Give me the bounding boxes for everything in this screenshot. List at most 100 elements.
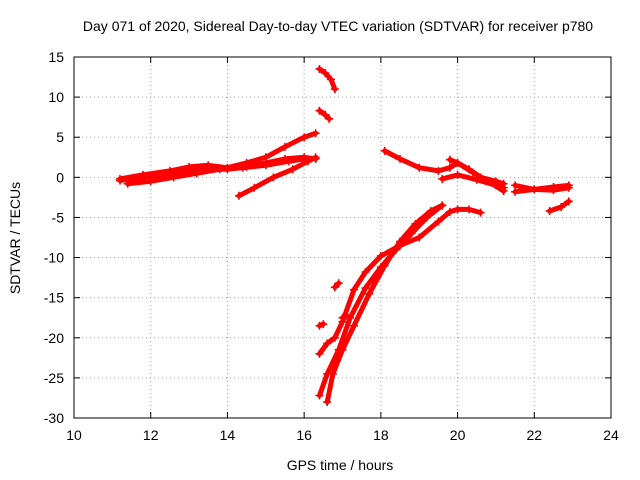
series-track-4: [234, 153, 320, 200]
data-point: [350, 285, 359, 294]
y-tick-label: -25: [44, 370, 64, 386]
data-point: [300, 133, 309, 142]
y-tick-label: -30: [44, 410, 64, 426]
data-point: [342, 311, 351, 320]
y-tick-label: 0: [56, 169, 64, 185]
x-tick-label: 16: [296, 427, 312, 443]
data-point: [445, 163, 454, 172]
data-point: [146, 177, 155, 186]
data-point: [445, 155, 454, 164]
x-tick-label: 12: [143, 427, 159, 443]
data-point: [350, 321, 359, 330]
data-point: [269, 173, 278, 182]
series-track-12: [338, 311, 351, 322]
data-point: [549, 186, 558, 195]
data-point: [234, 191, 243, 200]
data-point: [361, 267, 370, 276]
data-point: [325, 114, 334, 123]
data-point: [328, 369, 337, 378]
data-point: [453, 170, 462, 179]
data-point: [396, 237, 405, 246]
data-point: [380, 261, 389, 270]
y-tick-label: 10: [48, 89, 64, 105]
data-point: [303, 157, 312, 166]
data-point: [330, 283, 339, 292]
series-track-5: [315, 65, 339, 94]
x-tick-label: 18: [373, 427, 389, 443]
y-tick-label: -10: [44, 250, 64, 266]
axis-ticks: 10 12 14 16 18 20 22 24 -30 -25 -20 -15 -10 -5 0 5 10 15: [44, 49, 619, 443]
series-track-15: [438, 170, 508, 192]
y-tick-label: -5: [52, 209, 65, 225]
data-point: [380, 146, 389, 155]
data-point: [434, 217, 443, 226]
data-point: [476, 208, 485, 217]
data-point: [315, 349, 324, 358]
data-point: [261, 161, 270, 170]
data-point: [330, 85, 339, 94]
data-point: [438, 201, 447, 210]
x-tick-label: 24: [603, 427, 619, 443]
data-point: [511, 187, 520, 196]
data-point: [361, 284, 370, 293]
data-point: [468, 168, 477, 177]
x-tick-label: 20: [450, 427, 466, 443]
series-track-8: [315, 320, 328, 330]
data-point: [215, 165, 224, 174]
data-point: [330, 333, 339, 342]
data-point: [321, 110, 330, 119]
trace-line: [547, 198, 572, 214]
data-point: [376, 251, 385, 260]
data-point: [465, 205, 474, 214]
series-track-17: [511, 183, 573, 196]
data-point: [438, 174, 447, 183]
data-point: [530, 185, 539, 194]
data-point: [338, 345, 347, 354]
data-point: [311, 153, 320, 162]
y-axis-label: SDTVAR / TECUs: [7, 182, 23, 294]
data-point: [434, 166, 443, 175]
data-point: [411, 219, 420, 228]
data-point: [323, 397, 332, 406]
data-point: [288, 165, 297, 174]
data-point: [334, 279, 343, 288]
data-point: [396, 154, 405, 163]
y-tick-label: 15: [48, 49, 64, 65]
data-point: [315, 321, 324, 330]
data-point: [453, 205, 462, 214]
chart-title: Day 071 of 2020, Sidereal Day-to-day VTE…: [83, 18, 593, 34]
series-track-3: [123, 154, 309, 188]
data-point: [238, 163, 247, 172]
y-tick-label: 5: [56, 129, 64, 145]
x-tick-label: 14: [220, 427, 236, 443]
data-point: [169, 173, 178, 182]
data-point: [557, 203, 566, 212]
data-point: [315, 391, 324, 400]
trace-line: [324, 202, 445, 405]
x-axis-label: GPS time / hours: [287, 457, 394, 473]
trace-line: [512, 185, 572, 195]
data-point: [415, 163, 424, 172]
data-point: [545, 207, 554, 216]
data-point: [311, 129, 320, 138]
series-track-7: [315, 205, 485, 358]
data-point: [499, 183, 508, 192]
data-point: [326, 75, 335, 84]
data-traces: [116, 65, 573, 406]
data-point: [365, 289, 374, 298]
data-point: [415, 233, 424, 242]
series-track-11: [330, 279, 343, 292]
data-point: [321, 69, 330, 78]
data-point: [250, 183, 259, 192]
data-point: [445, 207, 454, 216]
data-point: [116, 176, 125, 185]
data-point: [192, 169, 201, 178]
data-point: [472, 175, 481, 184]
data-point: [280, 142, 289, 151]
x-tick-label: 22: [526, 427, 542, 443]
y-tick-label: -20: [44, 330, 64, 346]
data-point: [564, 183, 573, 192]
series-track-18: [545, 197, 573, 216]
data-point: [284, 157, 293, 166]
